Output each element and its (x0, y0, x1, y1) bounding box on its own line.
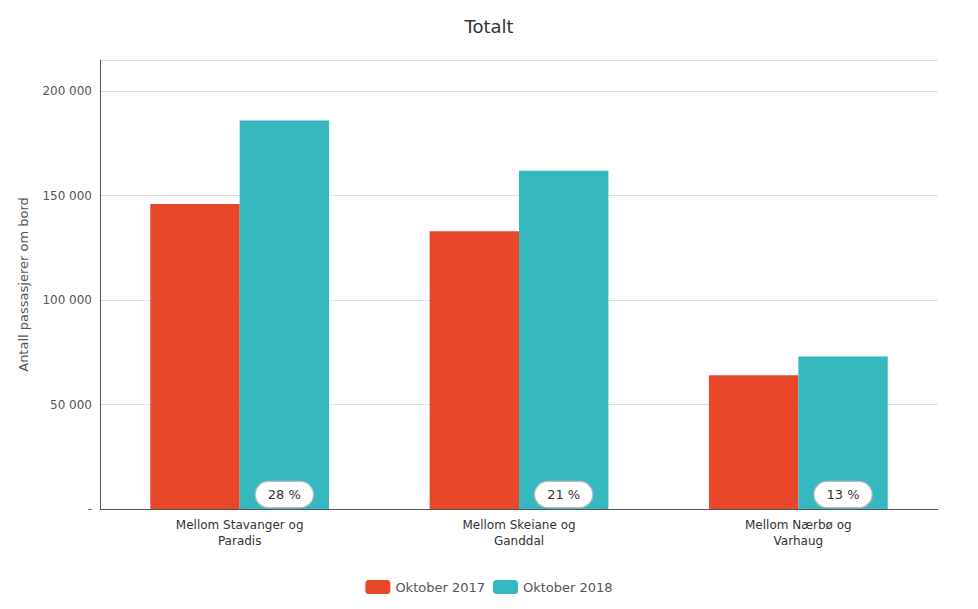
svg-text:Ganddal: Ganddal (494, 534, 544, 548)
svg-text:21 %: 21 % (547, 487, 580, 502)
svg-text:13 %: 13 % (827, 487, 860, 502)
svg-text:Antall passasjerer om bord: Antall passasjerer om bord (16, 197, 31, 372)
svg-text:Mellom Skeiane og: Mellom Skeiane og (462, 518, 575, 532)
svg-text:Oktober 2018: Oktober 2018 (523, 580, 613, 595)
svg-text:100 000: 100 000 (42, 293, 92, 307)
svg-text:Oktober 2017: Oktober 2017 (395, 580, 485, 595)
svg-text:150 000: 150 000 (42, 189, 92, 203)
svg-text:50 000: 50 000 (50, 398, 92, 412)
svg-text:Mellom Nærbø og: Mellom Nærbø og (745, 518, 852, 532)
svg-text:Mellom Stavanger og: Mellom Stavanger og (176, 518, 304, 532)
svg-text:200 000: 200 000 (42, 84, 92, 98)
svg-text:Totalt: Totalt (463, 16, 513, 37)
svg-text:Paradis: Paradis (218, 534, 262, 548)
svg-text:-: - (88, 502, 92, 516)
svg-text:28 %: 28 % (268, 487, 301, 502)
svg-text:Varhaug: Varhaug (774, 534, 824, 548)
